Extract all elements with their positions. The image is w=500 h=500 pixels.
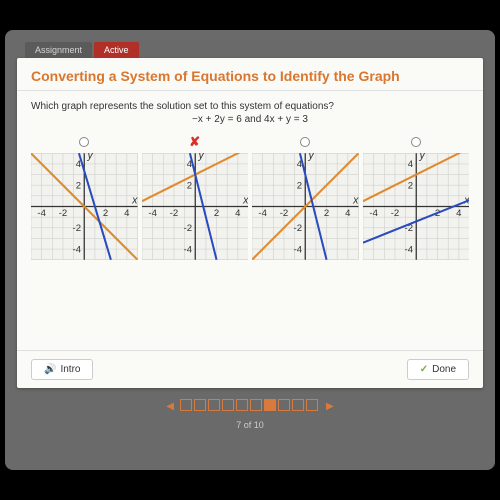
progress-box[interactable] <box>264 399 276 411</box>
svg-text:2: 2 <box>297 180 302 191</box>
page-title: Converting a System of Equations to Iden… <box>31 68 469 84</box>
tab-active[interactable]: Active <box>94 42 139 58</box>
progress-box[interactable] <box>278 399 290 411</box>
svg-text:-4: -4 <box>73 244 82 255</box>
svg-text:-2: -2 <box>280 208 289 219</box>
question-text: Which graph represents the solution set … <box>31 101 469 112</box>
svg-text:x: x <box>352 194 358 206</box>
footer-bar: 🔊 Intro ✓ Done <box>17 350 483 388</box>
done-button[interactable]: ✓ Done <box>407 359 469 380</box>
svg-text:y: y <box>307 153 314 162</box>
svg-text:-4: -4 <box>183 244 192 255</box>
top-tabs: Assignment Active <box>25 42 483 58</box>
check-icon: ✓ <box>420 364 428 375</box>
done-label: Done <box>432 364 456 375</box>
svg-text:-2: -2 <box>59 208 68 219</box>
progress-box[interactable] <box>180 399 192 411</box>
next-arrow-icon[interactable]: ▶ <box>322 401 338 412</box>
answer-choices: -4-4-2-22244xy ✘ -4-4-2-22244xy -4-4-2-2… <box>31 135 469 265</box>
svg-text:-4: -4 <box>294 244 303 255</box>
progress-box[interactable] <box>292 399 304 411</box>
svg-text:x: x <box>242 194 248 206</box>
radio-icon[interactable] <box>411 137 421 147</box>
svg-text:4: 4 <box>124 208 130 219</box>
svg-text:y: y <box>197 153 204 162</box>
choice-4[interactable]: -4-4-2-22244xy <box>363 135 470 265</box>
speaker-icon: 🔊 <box>44 364 56 375</box>
svg-text:y: y <box>86 153 93 162</box>
svg-text:-2: -2 <box>294 223 303 234</box>
assignment-panel: Converting a System of Equations to Iden… <box>17 58 483 388</box>
svg-text:-2: -2 <box>183 223 192 234</box>
svg-text:2: 2 <box>407 180 412 191</box>
svg-text:2: 2 <box>76 180 81 191</box>
tab-assignment[interactable]: Assignment <box>25 42 92 58</box>
progress-box[interactable] <box>236 399 248 411</box>
progress-area: ◀ ▶ 7 of 10 <box>17 396 483 430</box>
wrong-x-icon: ✘ <box>189 134 200 150</box>
choice-1[interactable]: -4-4-2-22244xy <box>31 135 138 265</box>
svg-text:4: 4 <box>345 208 351 219</box>
intro-button[interactable]: 🔊 Intro <box>31 359 93 380</box>
svg-text:-4: -4 <box>404 244 413 255</box>
svg-text:-4: -4 <box>258 208 267 219</box>
svg-text:2: 2 <box>186 180 191 191</box>
progress-slots <box>180 398 320 416</box>
prev-arrow-icon[interactable]: ◀ <box>162 401 178 412</box>
graph-1: -4-4-2-22244xy <box>31 153 138 260</box>
svg-text:y: y <box>418 153 425 162</box>
progress-box[interactable] <box>194 399 206 411</box>
svg-text:-4: -4 <box>37 208 46 219</box>
svg-text:-2: -2 <box>73 223 82 234</box>
svg-text:-2: -2 <box>390 208 399 219</box>
progress-boxes: ◀ ▶ <box>162 398 337 416</box>
svg-text:2: 2 <box>324 208 329 219</box>
graph-4: -4-4-2-22244xy <box>363 153 470 260</box>
svg-text:-2: -2 <box>169 208 178 219</box>
graph-2: -4-4-2-22244xy <box>142 153 249 260</box>
progress-box[interactable] <box>306 399 318 411</box>
svg-text:4: 4 <box>235 208 241 219</box>
title-bar: Converting a System of Equations to Iden… <box>17 58 483 91</box>
progress-text: 7 of 10 <box>17 420 483 430</box>
intro-label: Intro <box>60 364 80 375</box>
progress-box[interactable] <box>222 399 234 411</box>
svg-text:-4: -4 <box>369 208 378 219</box>
radio-icon[interactable] <box>300 137 310 147</box>
device-screen: Assignment Active Converting a System of… <box>5 30 495 470</box>
svg-text:4: 4 <box>456 208 462 219</box>
equation-text: −x + 2y = 6 and 4x + y = 3 <box>31 114 469 125</box>
progress-box[interactable] <box>250 399 262 411</box>
choice-2[interactable]: ✘ -4-4-2-22244xy <box>142 135 249 265</box>
svg-text:2: 2 <box>213 208 218 219</box>
svg-text:-4: -4 <box>148 208 157 219</box>
graph-3: -4-4-2-22244xy <box>252 153 359 260</box>
svg-text:4: 4 <box>407 159 413 170</box>
svg-text:x: x <box>131 194 137 206</box>
svg-text:2: 2 <box>103 208 108 219</box>
choice-3[interactable]: -4-4-2-22244xy <box>252 135 359 265</box>
content-area: Which graph represents the solution set … <box>17 91 483 350</box>
radio-icon[interactable] <box>79 137 89 147</box>
progress-box[interactable] <box>208 399 220 411</box>
